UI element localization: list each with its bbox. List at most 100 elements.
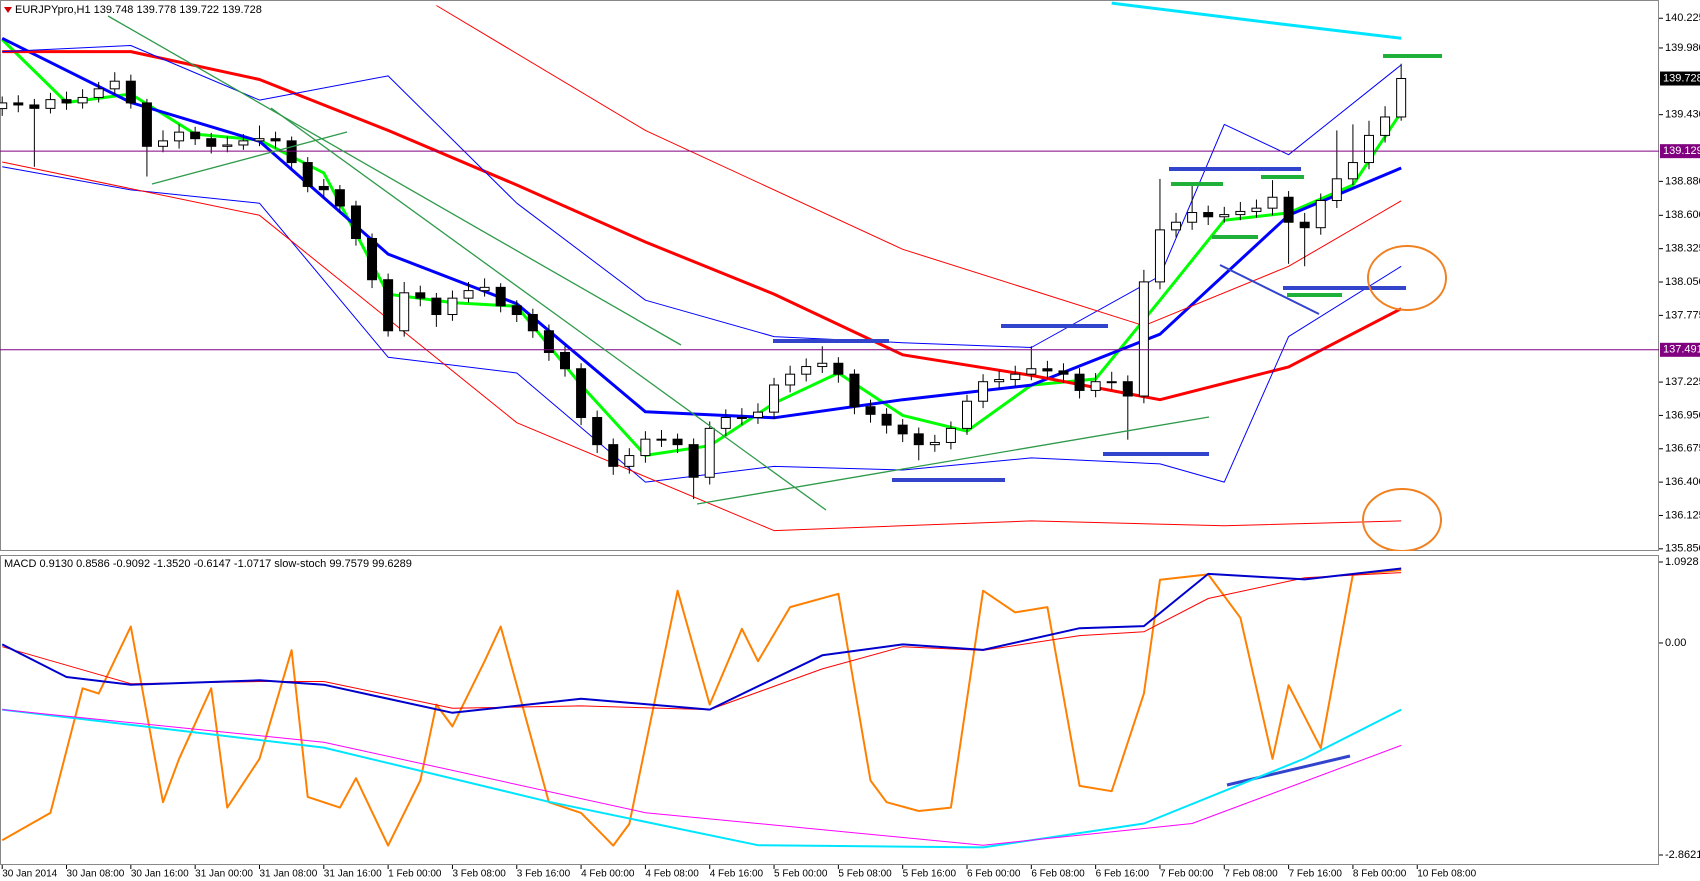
indicator-plot xyxy=(1,567,1402,849)
candle-body xyxy=(672,438,683,446)
indicator-title: MACD 0.9130 0.8586 -0.9092 -1.3520 -0.61… xyxy=(4,558,412,570)
candle-body xyxy=(720,416,731,429)
candle-body xyxy=(833,362,844,375)
candle-body xyxy=(1251,207,1262,212)
indicator-line xyxy=(2,50,1402,402)
candle-body xyxy=(1154,229,1165,283)
indicator-line xyxy=(1,36,1402,420)
x-tick-label: 10 Feb 08:00 xyxy=(1417,869,1476,880)
last-price-label: 139.728 xyxy=(1663,72,1700,84)
x-tick-label: 1 Feb 00:00 xyxy=(388,869,442,880)
candle-body xyxy=(141,102,152,147)
x-tick-label: 31 Jan 16:00 xyxy=(324,869,382,880)
y-tick-label: 135.850 xyxy=(1665,543,1700,555)
target-marks xyxy=(1171,54,1442,297)
candle-body xyxy=(1074,373,1085,391)
level-label-bg xyxy=(1660,342,1700,357)
candle-body xyxy=(511,305,522,316)
candle-body xyxy=(608,444,619,467)
candle-body xyxy=(624,455,635,467)
candle-body xyxy=(704,427,715,478)
last-price-bg xyxy=(1660,71,1700,86)
candle-body xyxy=(994,379,1005,383)
x-tick-label: 5 Feb 16:00 xyxy=(903,869,957,880)
x-tick-label: 31 Jan 08:00 xyxy=(259,869,317,880)
candle-body xyxy=(1299,221,1310,229)
drawings xyxy=(107,15,1447,551)
level-label: 137.491 xyxy=(1663,344,1700,356)
y-tick-label: 138.600 xyxy=(1665,209,1700,221)
y-tick-label: 138.325 xyxy=(1665,243,1700,255)
candle-body xyxy=(1026,368,1037,375)
indicator-line xyxy=(2,45,1402,348)
candle-body xyxy=(93,88,104,98)
candle-body xyxy=(978,381,989,402)
y-tick-label: 136.400 xyxy=(1665,476,1700,488)
candle-body xyxy=(1267,196,1278,209)
candle-body xyxy=(1171,221,1182,231)
x-tick-label: 8 Feb 00:00 xyxy=(1353,869,1407,880)
candle-body xyxy=(45,99,56,109)
axes: 140.225 139.980 139.430 138.880 138.600 138.3… xyxy=(1,12,1700,880)
x-tick-label: 30 Jan 16:00 xyxy=(131,869,189,880)
candle-body xyxy=(1042,368,1053,372)
candle-body xyxy=(1219,214,1230,218)
candle-body xyxy=(801,366,812,375)
y-tick-label: 136.125 xyxy=(1665,509,1700,521)
candle-body xyxy=(77,96,88,104)
x-tick-label: 6 Feb 16:00 xyxy=(1096,869,1150,880)
candle-body xyxy=(576,368,587,418)
candle-body xyxy=(1396,78,1407,118)
candle-body xyxy=(1058,370,1069,375)
candle-body xyxy=(399,292,410,332)
indicator-line xyxy=(436,5,1402,327)
chart-title: EURJPYpro,H1 139.748 139.778 139.722 139… xyxy=(15,4,262,16)
highlight-circle xyxy=(1362,488,1442,551)
candle-body xyxy=(849,373,860,408)
candle-body xyxy=(334,189,345,207)
y-tick-label: 137.225 xyxy=(1665,376,1700,388)
candle-body xyxy=(190,131,201,140)
candle-body xyxy=(109,80,120,90)
candle-body xyxy=(125,80,136,104)
indicator-line xyxy=(2,161,1402,532)
x-tick-label: 4 Feb 00:00 xyxy=(581,869,635,880)
main-panel xyxy=(0,0,1659,551)
candle-body xyxy=(1106,381,1117,384)
y-tick-label: 138.880 xyxy=(1665,175,1700,187)
x-tick-label: 6 Feb 00:00 xyxy=(967,869,1021,880)
highlight-circle xyxy=(1367,245,1447,311)
x-tick-label: 6 Feb 08:00 xyxy=(1031,869,1085,880)
symbol-icon xyxy=(4,7,12,13)
candle-body xyxy=(656,438,667,441)
candle-body xyxy=(350,205,361,239)
candle-body xyxy=(206,138,217,147)
x-tick-label: 7 Feb 00:00 xyxy=(1160,869,1214,880)
candle-body xyxy=(962,400,972,429)
indicator-panel xyxy=(0,555,1659,865)
candle-body xyxy=(785,373,796,386)
trendline xyxy=(107,15,682,346)
candle-body xyxy=(0,102,8,110)
candle-body xyxy=(367,237,378,281)
candle-body xyxy=(415,292,426,299)
y-tick-label: 1.0928 xyxy=(1665,556,1699,568)
x-tick-label: 5 Feb 00:00 xyxy=(774,869,828,880)
candle-body xyxy=(817,362,828,368)
x-tick-label: 30 Jan 08:00 xyxy=(67,869,125,880)
level-label-bg xyxy=(1660,144,1700,159)
candle-body xyxy=(560,351,570,370)
candle-body xyxy=(383,279,394,332)
candle-body xyxy=(736,416,747,419)
indicator-line xyxy=(1,569,1402,847)
y-tick-label: 136.675 xyxy=(1665,443,1700,455)
candle-body xyxy=(29,104,40,109)
candle-body xyxy=(431,297,442,316)
y-tick-label: 140.225 xyxy=(1665,12,1700,24)
candle-body xyxy=(1235,210,1246,216)
candle-body xyxy=(158,140,168,147)
candle-body xyxy=(929,441,940,446)
level-mark xyxy=(1219,264,1320,315)
